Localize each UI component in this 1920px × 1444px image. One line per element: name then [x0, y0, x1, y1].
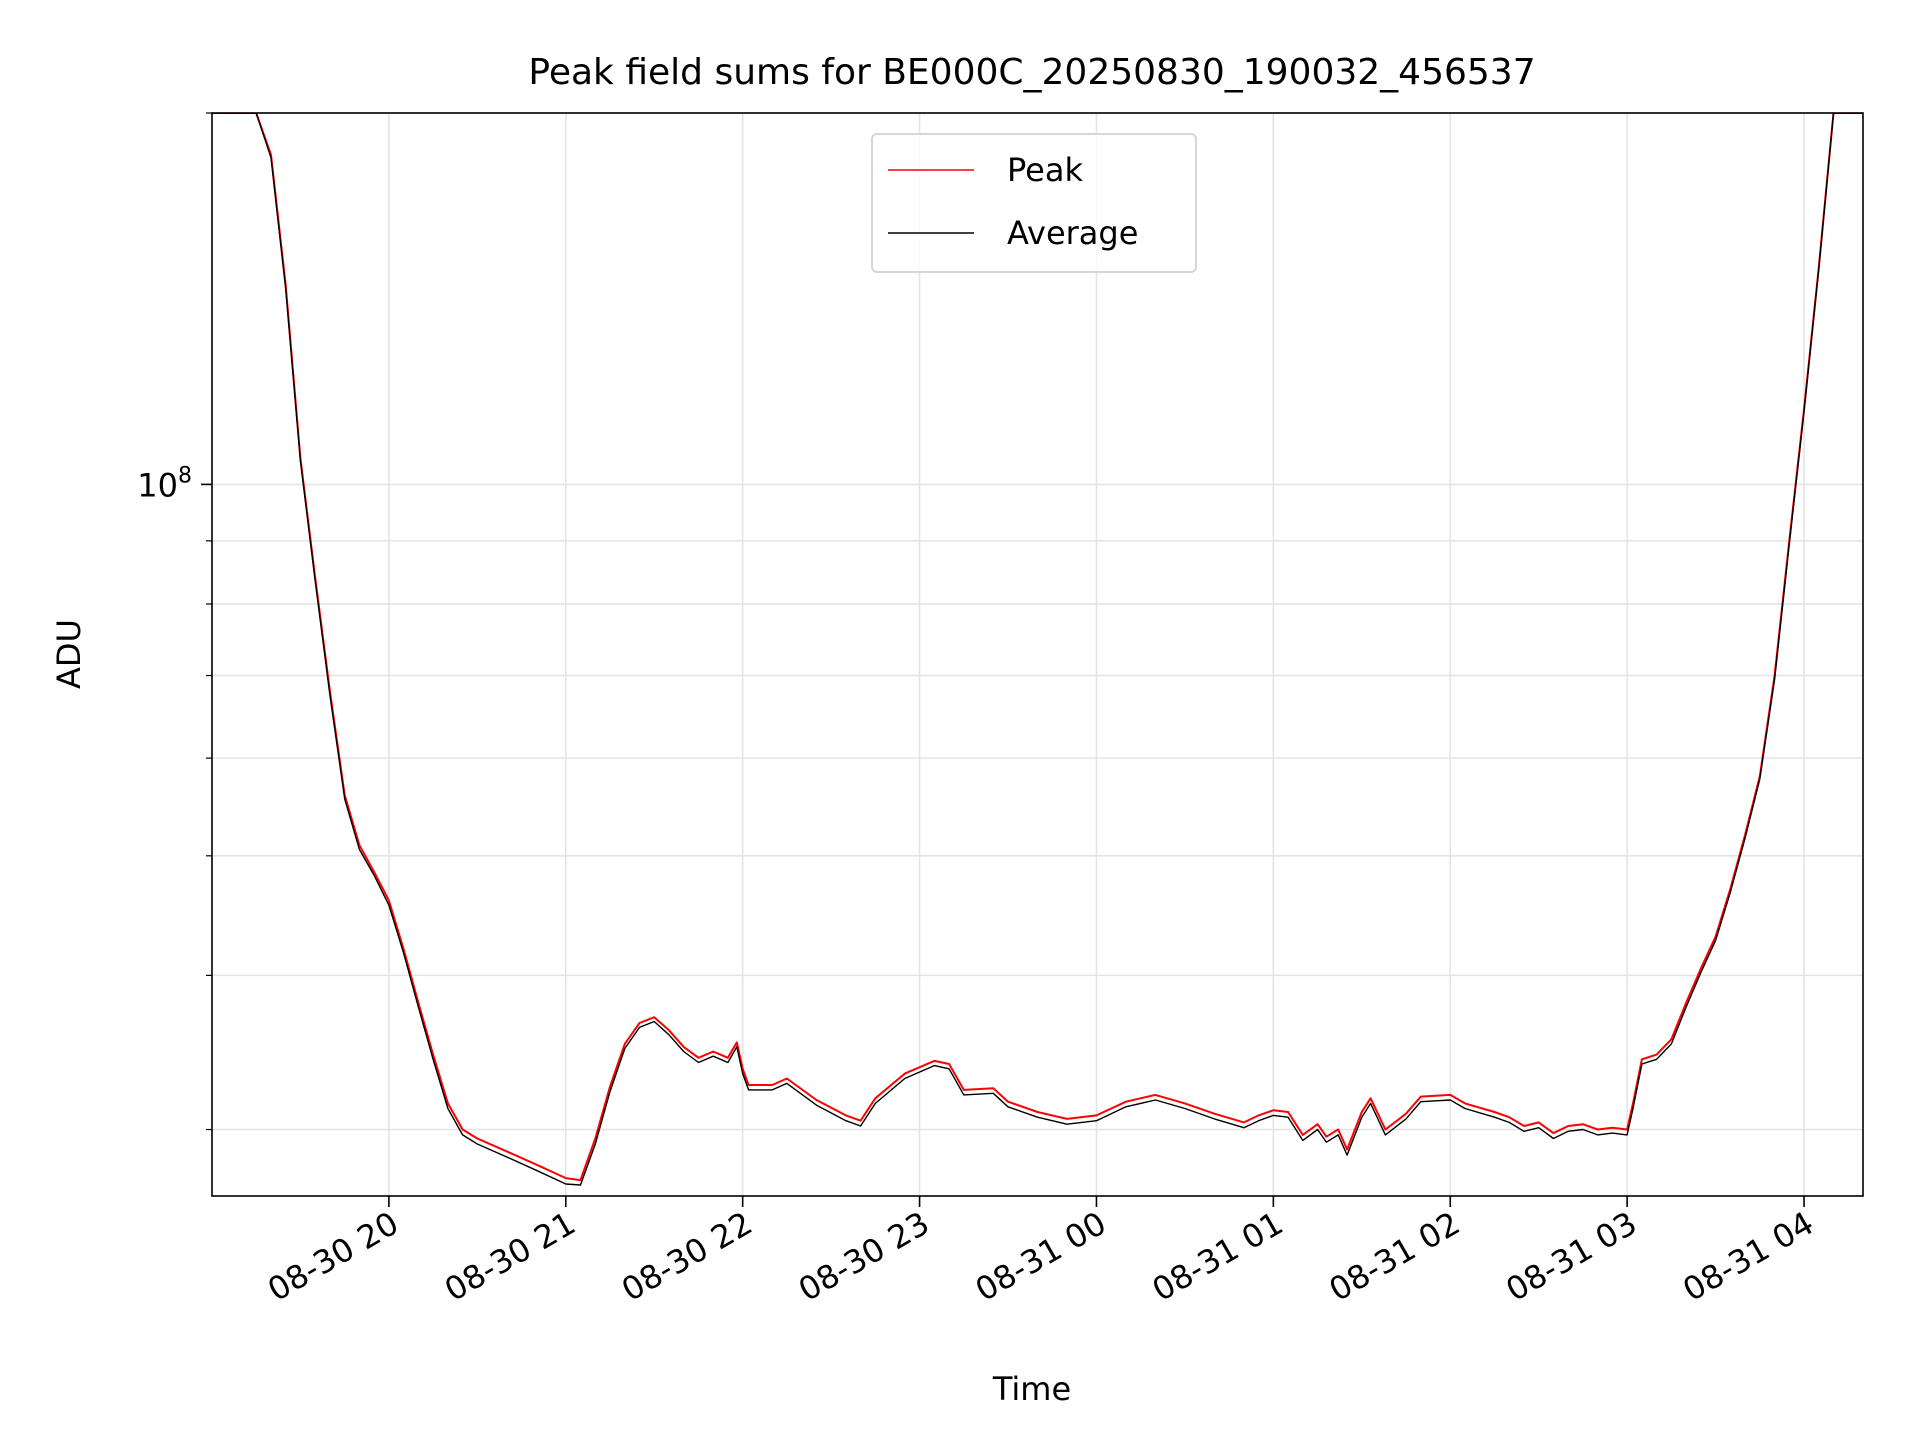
legend-label-average: Average — [1007, 214, 1138, 252]
x-tick-label: 08-31 00 — [969, 1204, 1113, 1309]
y-axis-label: ADU — [50, 619, 88, 689]
legend-box — [871, 133, 1197, 273]
legend-label-peak: Peak — [1007, 151, 1083, 189]
series-line-average — [212, 113, 1863, 1186]
plot-frame — [211, 112, 1864, 1197]
x-tick-label: 08-30 21 — [438, 1204, 582, 1309]
x-tick-label: 08-31 02 — [1323, 1204, 1467, 1309]
y-tick-label: 108 — [137, 463, 192, 504]
x-tick-label: 08-30 20 — [261, 1204, 405, 1309]
x-tick-label: 08-31 04 — [1676, 1204, 1820, 1309]
x-tick-label: 08-30 22 — [615, 1204, 759, 1309]
legend: Peak Average — [871, 133, 1197, 273]
x-axis-label: Time — [992, 1370, 1071, 1408]
x-tick-label: 08-30 23 — [792, 1204, 936, 1309]
series-line-peak — [212, 113, 1863, 1182]
x-tick-label: 08-31 01 — [1146, 1204, 1290, 1309]
x-tick-label: 08-31 03 — [1500, 1204, 1644, 1309]
chart-title: Peak field sums for BE000C_20250830_1900… — [528, 52, 1535, 93]
